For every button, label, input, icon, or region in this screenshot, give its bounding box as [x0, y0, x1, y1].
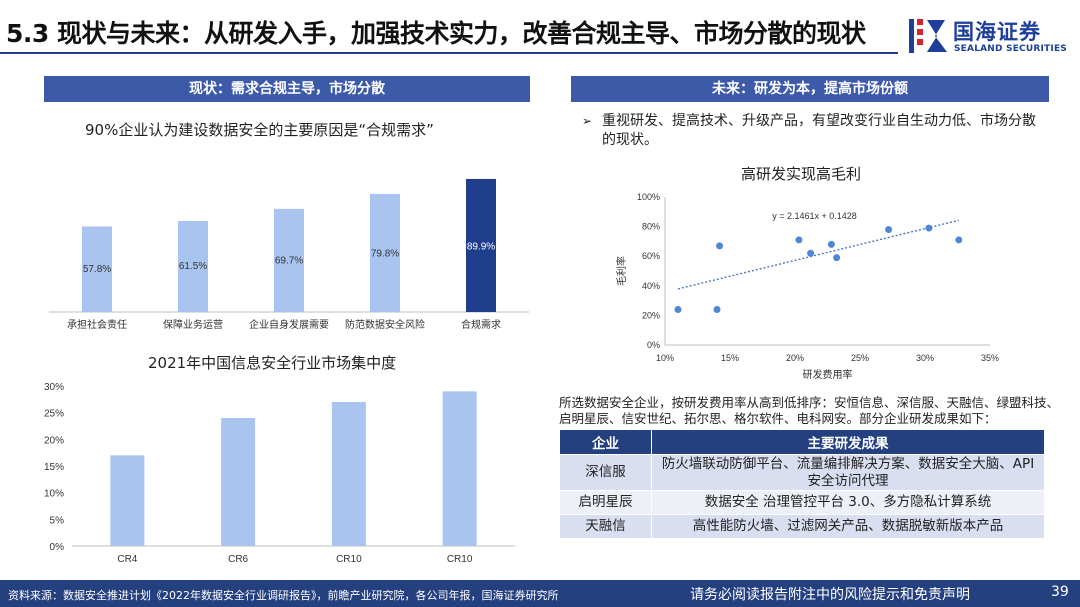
bar-data-label: 69.7% — [275, 256, 303, 267]
scatter-point — [885, 226, 893, 234]
right-section-header: 未来：研发为本，提高市场份额 — [571, 76, 1049, 102]
bar — [178, 220, 208, 312]
y-tick-label: 20% — [44, 435, 64, 446]
trendline-equation: y = 2.1461x + 0.1428 — [772, 211, 857, 221]
y-tick-label: 100% — [637, 192, 660, 202]
bar — [110, 455, 145, 546]
trendline — [677, 219, 959, 290]
x-tick-label: 10% — [656, 353, 674, 363]
y-tick-label: 20% — [642, 310, 660, 320]
table-header-company: 企业 — [559, 429, 652, 455]
table-header-row: 企业 主要研发成果 — [559, 429, 1045, 455]
table-cell-result: 防火墙联动防御平台、流量编排解决方案、数据安全大脑、API安全访问代理 — [651, 454, 1045, 491]
bar-data-label: 89.9% — [467, 241, 495, 252]
x-tick-label: 防范数据安全风险 — [345, 318, 425, 331]
footer-source: 资料来源：数据安全推进计划《2022年数据安全行业调研报告》，前瞻产业研究院，各… — [8, 589, 559, 602]
page-number: 39 — [1051, 584, 1069, 600]
compliance-reason-bar-chart: 57.8% 承担社会责任 61.5% 保障业务运营 69.7% 企业自身发展需要 79.8%… — [49, 178, 529, 331]
table-row: 深信服 防火墙联动防御平台、流量编排解决方案、数据安全大脑、API安全访问代理 — [559, 454, 1045, 491]
y-tick-label: 0% — [647, 340, 660, 350]
bar — [442, 391, 477, 546]
company-note: 所选数据安全企业，按研发费用率从高到低排序：安恒信息、深信服、天融信、绿盟科技、… — [559, 395, 1060, 426]
y-tick-label: 0% — [50, 542, 65, 553]
bar — [466, 178, 496, 312]
bar — [274, 208, 304, 312]
x-tick-label: 合规需求 — [461, 318, 501, 331]
compliance-chart-title: 90%企业认为建设数据安全的主要原因是“合规需求” — [85, 121, 434, 139]
slide-title: 5.3 现状与未来：从研发入手，加强技术实力，改善合规主导、市场分散的现状 — [6, 19, 866, 48]
table-row: 天融信 高性能防火墙、过滤网关产品、数据脱敏新版本产品 — [559, 514, 1045, 539]
x-tick-label: 企业自身发展需要 — [249, 318, 329, 331]
x-tick-label: CR10 — [447, 554, 473, 565]
y-tick-label: 40% — [642, 281, 660, 291]
x-tick-label: 保障业务运营 — [163, 318, 223, 331]
bar — [370, 193, 400, 312]
y-axis-title: 毛利率 — [615, 256, 628, 286]
table-header-result: 主要研发成果 — [651, 429, 1045, 455]
x-tick-label: CR6 — [228, 554, 248, 565]
left-section-header: 现状：需求合规主导，市场分散 — [44, 76, 530, 102]
bar — [331, 402, 366, 546]
table-cell-company: 天融信 — [559, 514, 652, 539]
footer-bar: 资料来源：数据安全推进计划《2022年数据安全行业调研报告》，前瞻产业研究院，各… — [0, 580, 1080, 607]
scatter-point — [833, 254, 841, 262]
scatter-point — [827, 240, 835, 248]
y-tick-label: 5% — [50, 515, 65, 526]
sealand-logo-icon — [909, 19, 947, 53]
scatter-point — [807, 249, 815, 257]
bullet-text: 重视研发、提高技术、升级产品，有望改变行业自生动力低、市场分散的现状。 — [602, 113, 1036, 148]
footer-disclaimer: 请务必阅读报告附注中的风险提示和免责声明 — [690, 587, 970, 603]
scatter-point — [716, 242, 724, 250]
bar — [221, 418, 256, 546]
bar-data-label: 57.8% — [83, 264, 111, 275]
table-row: 启明星辰 数据安全 治理管控平台 3.0、多方隐私计算系统 — [559, 490, 1045, 515]
x-tick-label: 25% — [851, 353, 869, 363]
bar-data-label: 79.8% — [371, 248, 399, 259]
y-tick-label: 30% — [44, 382, 64, 393]
y-tick-label: 60% — [642, 251, 660, 261]
bar — [82, 226, 112, 312]
table-cell-company: 启明星辰 — [559, 490, 652, 515]
bar-data-label: 61.5% — [179, 261, 207, 272]
scatter-point — [795, 236, 803, 244]
x-tick-label: 35% — [981, 353, 999, 363]
y-tick-label: 80% — [642, 222, 660, 232]
rd-margin-scatter-chart: 0% 20% 40% 60% 80% 100% 10% 15% 20% 25% 30% 35% 研发费用… — [615, 192, 999, 381]
x-tick-label: 承担社会责任 — [67, 318, 127, 331]
x-tick-label: 30% — [916, 353, 934, 363]
y-tick-label: 25% — [44, 409, 64, 420]
concentration-chart-title: 2021年中国信息安全行业市场集中度 — [148, 354, 397, 372]
table-cell-result: 数据安全 治理管控平台 3.0、多方隐私计算系统 — [651, 490, 1045, 515]
scatter-point — [713, 305, 721, 313]
rd-achievements-table: 企业 主要研发成果 深信服 防火墙联动防御平台、流量编排解决方案、数据安全大脑、… — [559, 429, 1045, 539]
logo-en-text: SEALAND SECURITIES — [954, 44, 1067, 54]
y-tick-label: 10% — [44, 489, 64, 500]
scatter-point — [955, 236, 963, 244]
x-tick-label: 20% — [786, 353, 804, 363]
x-axis-title: 研发费用率 — [803, 368, 853, 381]
table-cell-company: 深信服 — [559, 454, 652, 491]
logo-cn-text: 国海证券 — [953, 20, 1041, 44]
scatter-point — [674, 305, 682, 313]
scatter-chart-title: 高研发实现高毛利 — [741, 165, 862, 183]
table-cell-result: 高性能防火墙、过滤网关产品、数据脱敏新版本产品 — [651, 514, 1045, 539]
x-tick-label: CR10 — [336, 554, 362, 565]
bullet-arrow-icon: ➢ — [582, 114, 593, 128]
x-tick-label: 15% — [721, 353, 739, 363]
market-concentration-bar-chart: 0% 5% 10% 15% 20% 25% 30% CR4 CR6 CR10 CR10 — [44, 382, 515, 565]
x-tick-label: CR4 — [117, 554, 137, 565]
title-rule — [0, 52, 898, 54]
brand-logo: 国海证券 SEALAND SECURITIES — [907, 14, 1077, 60]
y-tick-label: 15% — [44, 462, 64, 473]
scatter-point — [925, 224, 933, 232]
